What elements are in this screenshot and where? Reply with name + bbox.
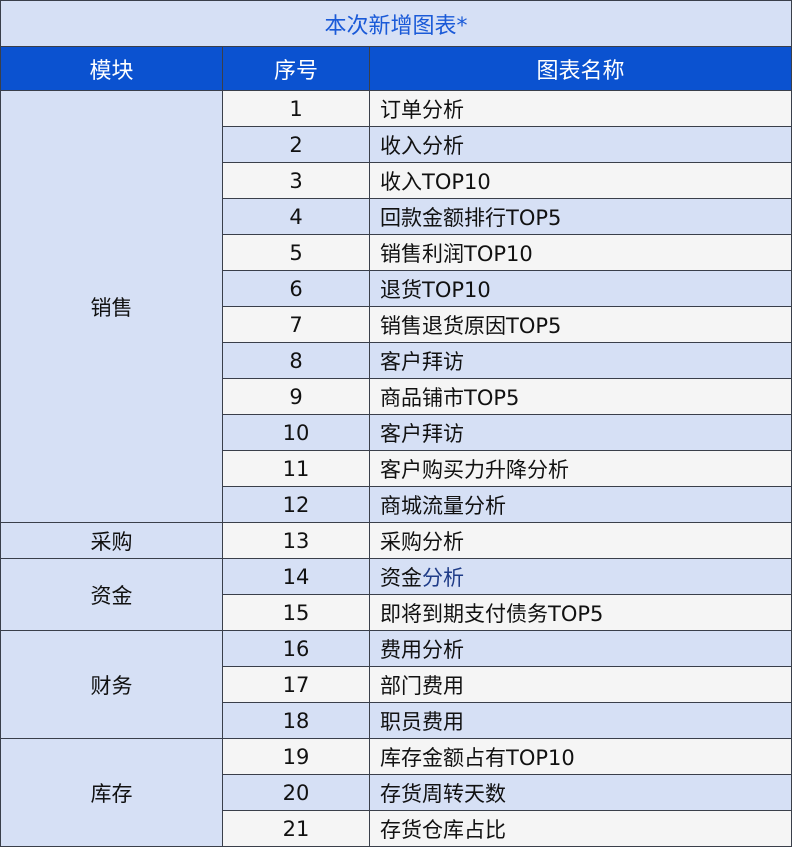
table-row: 资金 14 资金分析 xyxy=(0,558,792,631)
chart-name: 退货TOP10 xyxy=(380,277,491,302)
number-cell: 9 xyxy=(222,378,370,415)
chart-name-cell: 即将到期支付债务TOP5 xyxy=(369,594,792,631)
number-cell: 11 xyxy=(222,450,370,487)
table-row: 5 销售利润TOP10 xyxy=(1,234,792,271)
chart-name: 费用分析 xyxy=(380,637,464,662)
chart-name-cell: 客户拜访 xyxy=(369,414,792,451)
chart-name: 存货仓库占比 xyxy=(380,817,506,842)
number-cell: 4 xyxy=(222,198,370,235)
chart-name-cell: 存货周转天数 xyxy=(369,774,792,811)
chart-name: 订单分析 xyxy=(380,97,464,122)
chart-name: 收入TOP10 xyxy=(380,169,491,194)
table-row: 采购 13 采购分析 xyxy=(0,522,792,559)
number-cell: 14 xyxy=(222,558,370,595)
chart-name-cell: 订单分析 xyxy=(369,90,792,127)
header-name: 图表名称 xyxy=(369,46,792,91)
number-cell: 1 xyxy=(222,90,370,127)
chart-name-cell: 客户购买力升降分析 xyxy=(369,450,792,487)
header-module: 模块 xyxy=(0,46,223,91)
chart-name: 回款金额排行TOP5 xyxy=(380,205,562,230)
number-cell: 12 xyxy=(222,486,370,523)
table-row: 2 收入分析 xyxy=(1,126,792,163)
module-cell: 销售 xyxy=(0,90,223,523)
chart-name-cell: 采购分析 xyxy=(369,522,792,559)
number-cell: 19 xyxy=(222,738,370,775)
chart-name: 收入分析 xyxy=(380,133,464,158)
table-row: 10 客户拜访 xyxy=(1,414,792,451)
chart-name-cell: 职员费用 xyxy=(369,702,792,739)
chart-name-cell: 库存金额占有TOP10 xyxy=(369,738,792,775)
chart-name: 采购分析 xyxy=(380,529,464,554)
table-row: 21 存货仓库占比 xyxy=(1,810,792,847)
number-cell: 16 xyxy=(222,630,370,667)
chart-name: 即将到期支付债务TOP5 xyxy=(380,601,604,626)
chart-name-cell: 销售退货原因TOP5 xyxy=(369,306,792,343)
chart-name-cell: 退货TOP10 xyxy=(369,270,792,307)
number-cell: 13 xyxy=(222,522,370,559)
chart-name-cell: 收入分析 xyxy=(369,126,792,163)
chart-name: 部门费用 xyxy=(380,673,464,698)
number-cell: 8 xyxy=(222,342,370,379)
chart-name-cell: 客户拜访 xyxy=(369,342,792,379)
chart-name: 商城流量分析 xyxy=(380,493,506,518)
number-cell: 15 xyxy=(222,594,370,631)
chart-name: 资金 xyxy=(380,565,422,590)
table-row: 20 存货周转天数 xyxy=(1,774,792,811)
chart-name: 销售退货原因TOP5 xyxy=(380,313,562,338)
module-cell: 财务 xyxy=(0,630,223,739)
chart-name: 商品铺市TOP5 xyxy=(380,385,520,410)
module-cell: 资金 xyxy=(0,558,223,631)
chart-name-highlight: 分析 xyxy=(422,565,464,590)
chart-name: 存货周转天数 xyxy=(380,781,506,806)
chart-name-cell: 存货仓库占比 xyxy=(369,810,792,847)
number-cell: 17 xyxy=(222,666,370,703)
chart-name: 客户拜访 xyxy=(380,421,464,446)
chart-name-cell: 部门费用 xyxy=(369,666,792,703)
chart-name: 职员费用 xyxy=(380,709,464,734)
table-title: 本次新增图表* xyxy=(0,0,792,47)
number-cell: 20 xyxy=(222,774,370,811)
number-cell: 7 xyxy=(222,306,370,343)
number-cell: 21 xyxy=(222,810,370,847)
number-cell: 6 xyxy=(222,270,370,307)
table-row: 3 收入TOP10 xyxy=(1,162,792,199)
table-row: 12 商城流量分析 xyxy=(1,486,792,523)
table-row: 7 销售退货原因TOP5 xyxy=(1,306,792,343)
chart-name: 客户购买力升降分析 xyxy=(380,457,569,482)
header-number: 序号 xyxy=(222,46,370,91)
chart-name-cell: 销售利润TOP10 xyxy=(369,234,792,271)
module-cell: 采购 xyxy=(0,522,223,559)
table-row: 6 退货TOP10 xyxy=(1,270,792,307)
table-row: 17 部门费用 xyxy=(1,666,792,703)
chart-name: 客户拜访 xyxy=(380,349,464,374)
table-row: 库存 19 库存金额占有TOP10 xyxy=(0,738,792,847)
table-row: 销售 1 订单分析 xyxy=(0,90,792,523)
chart-name-cell: 资金分析 xyxy=(369,558,792,595)
chart-name: 销售利润TOP10 xyxy=(380,241,533,266)
table-row: 4 回款金额排行TOP5 xyxy=(1,198,792,235)
number-cell: 5 xyxy=(222,234,370,271)
table-row: 11 客户购买力升降分析 xyxy=(1,450,792,487)
chart-name-cell: 费用分析 xyxy=(369,630,792,667)
chart-name-cell: 商城流量分析 xyxy=(369,486,792,523)
number-cell: 18 xyxy=(222,702,370,739)
chart-name-cell: 回款金额排行TOP5 xyxy=(369,198,792,235)
table-body: 销售 1 订单分析 2 收入分析 3 收入TOP10 4 回款金额排行TOP5 5 销售利润TOP1… xyxy=(0,90,792,847)
table-row: 18 职员费用 xyxy=(1,702,792,739)
chart-name: 库存金额占有TOP10 xyxy=(380,745,575,770)
table-row: 财务 16 费用分析 xyxy=(0,630,792,739)
table-row: 8 客户拜访 xyxy=(1,342,792,379)
number-cell: 2 xyxy=(222,126,370,163)
chart-name-cell: 收入TOP10 xyxy=(369,162,792,199)
chart-name-cell: 商品铺市TOP5 xyxy=(369,378,792,415)
number-cell: 3 xyxy=(222,162,370,199)
table-row: 9 商品铺市TOP5 xyxy=(1,378,792,415)
module-cell: 库存 xyxy=(0,738,223,847)
number-cell: 10 xyxy=(222,414,370,451)
